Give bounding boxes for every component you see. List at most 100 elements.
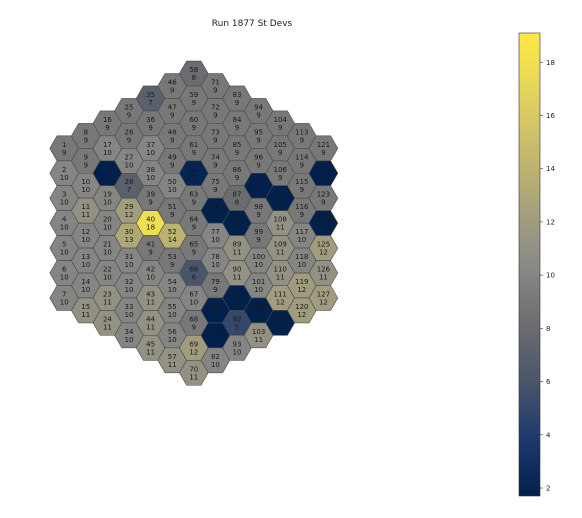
hex-cell-id: 90 xyxy=(233,266,242,274)
hex-cell-value: 10 xyxy=(81,186,90,194)
hex-cell-value: 10 xyxy=(60,224,69,232)
hex-cell-value: 9 xyxy=(256,211,260,219)
hex-cell-id: 96 xyxy=(254,153,263,161)
hex-cell-id: 52 xyxy=(168,228,177,236)
hex-cell-id: 77 xyxy=(211,228,220,236)
hex-cell xyxy=(308,285,339,311)
hex-cell-value: 9 xyxy=(256,161,260,169)
hex-cell-value: 5 xyxy=(235,323,239,331)
hex-cell-value: 11 xyxy=(276,274,285,282)
hex-cell-value: 14 xyxy=(168,236,177,244)
hex-cell-id: 26 xyxy=(125,128,134,136)
hex-cell-value: 1 xyxy=(235,298,239,306)
hex-cell-id: 47 xyxy=(168,103,177,111)
hex-cell-id: 69 xyxy=(189,340,198,348)
hex-cell-value: 9 xyxy=(300,136,304,144)
hex-cell-value: 9 xyxy=(170,111,174,119)
hex-cell-id: 72 xyxy=(211,103,220,111)
hex-cell-value: 10 xyxy=(168,286,177,294)
hex-cell-id: 122 xyxy=(317,166,330,174)
hex-cell-id: 120 xyxy=(295,303,308,311)
hex-cell-value: 9 xyxy=(300,161,304,169)
hex-cell-id: 104 xyxy=(274,116,288,124)
hex-cell-value: 8 xyxy=(235,199,239,207)
hex-cell-id: 80 xyxy=(211,303,220,311)
hex-cell-id: 73 xyxy=(211,128,220,136)
hex-cell-value: 10 xyxy=(125,161,134,169)
hex-cell-id: 32 xyxy=(125,278,134,286)
hex-cell-value: 9 xyxy=(84,136,88,144)
hex-cell-value: 1 xyxy=(278,199,282,207)
hex-cell-id: 124 xyxy=(317,216,331,224)
hex-cell-value: 9 xyxy=(235,124,239,132)
hex-cell-value: 1 xyxy=(321,224,325,232)
hex-cell-id: 42 xyxy=(146,266,155,274)
hex-cell-value: 9 xyxy=(170,136,174,144)
hex-cell-id: 13 xyxy=(81,253,90,261)
hex-cell-value: 10 xyxy=(103,199,112,207)
hex-cell-id: 95 xyxy=(254,128,263,136)
hex-cell-value: 10 xyxy=(189,298,198,306)
colorbar-tick-label: 8 xyxy=(546,325,550,333)
hex-cell-value: 1 xyxy=(278,323,282,331)
hex-cell-id: 78 xyxy=(211,253,220,261)
hex-cell-id: 1 xyxy=(62,141,66,149)
hex-cell-value: 12 xyxy=(319,249,328,257)
hex-cell-id: 59 xyxy=(189,91,198,99)
hex-cell-id: 46 xyxy=(168,78,177,86)
hex-cell-id: 105 xyxy=(274,141,287,149)
hex-cell-id: 24 xyxy=(103,315,112,323)
hex-cell-id: 23 xyxy=(103,290,112,298)
hex-cell-id: 65 xyxy=(189,241,198,249)
hex-cell-id: 10 xyxy=(81,178,90,186)
hex-cell-id: 30 xyxy=(125,228,134,236)
hex-cell-id: 75 xyxy=(211,178,220,186)
hex-cell-value: 9 xyxy=(148,124,152,132)
hex-cell-id: 64 xyxy=(189,216,198,224)
hex-cell-value: 1 xyxy=(213,336,217,344)
hex-cell-value: 10 xyxy=(103,249,112,257)
hex-cell-value: 10 xyxy=(60,298,69,306)
hex-cell-id: 45 xyxy=(146,340,155,348)
hex-cell-id: 36 xyxy=(146,116,155,124)
hex-cell-value: 9 xyxy=(84,161,88,169)
hex-cell-value: 1 xyxy=(105,174,109,182)
hex-cell-id: 56 xyxy=(168,328,177,336)
hex-cell-value: 6 xyxy=(192,274,197,282)
hex-cell-id: 110 xyxy=(274,266,287,274)
colorbar-tick-label: 14 xyxy=(546,165,555,173)
colorbar-tick-label: 18 xyxy=(546,59,555,67)
hex-cell-value: 10 xyxy=(81,261,90,269)
hex-cell-value: 9 xyxy=(256,136,260,144)
hex-cell-id: 21 xyxy=(103,241,112,249)
hex-cell-value: 10 xyxy=(146,274,155,282)
hex-cell-id: 83 xyxy=(233,91,242,99)
hex-cell-value: 10 xyxy=(254,286,263,294)
hex-cell-value: 1 xyxy=(213,211,217,219)
hex-cell-value: 10 xyxy=(103,224,112,232)
hex-cell-id: 61 xyxy=(189,141,198,149)
hex-cell-value: 11 xyxy=(233,274,242,282)
hex-cell-id: 20 xyxy=(103,216,112,224)
hex-cell-id: 49 xyxy=(168,153,177,161)
hex-cell-value: 9 xyxy=(192,149,196,157)
hex-cell-value: 10 xyxy=(211,261,220,269)
hex-cell-value: 1 xyxy=(256,311,260,319)
colorbar-ticks: 2 4 6 8 10 12 14 16 18 xyxy=(540,59,555,493)
hex-cell-id: 2 xyxy=(62,166,66,174)
hex-cell-value: 10 xyxy=(60,249,69,257)
hex-cell-id: 112 xyxy=(274,315,287,323)
hex-cell-value: 9 xyxy=(300,211,304,219)
hex-cell-value: 7 xyxy=(148,99,152,107)
colorbar-tick-label: 16 xyxy=(546,112,555,120)
hex-cell-id: 98 xyxy=(254,203,263,211)
hex-cell-value: 10 xyxy=(103,274,112,282)
hex-cell-value: 9 xyxy=(300,186,304,194)
hex-cell-id: 25 xyxy=(125,103,134,111)
hex-cell-id: 62 xyxy=(189,166,198,174)
colorbar: 2 4 6 8 10 12 14 16 18 xyxy=(518,32,555,497)
hex-cell-id: 127 xyxy=(317,290,330,298)
hex-cell-id: 93 xyxy=(233,340,242,348)
hex-cell-value: 11 xyxy=(319,274,328,282)
